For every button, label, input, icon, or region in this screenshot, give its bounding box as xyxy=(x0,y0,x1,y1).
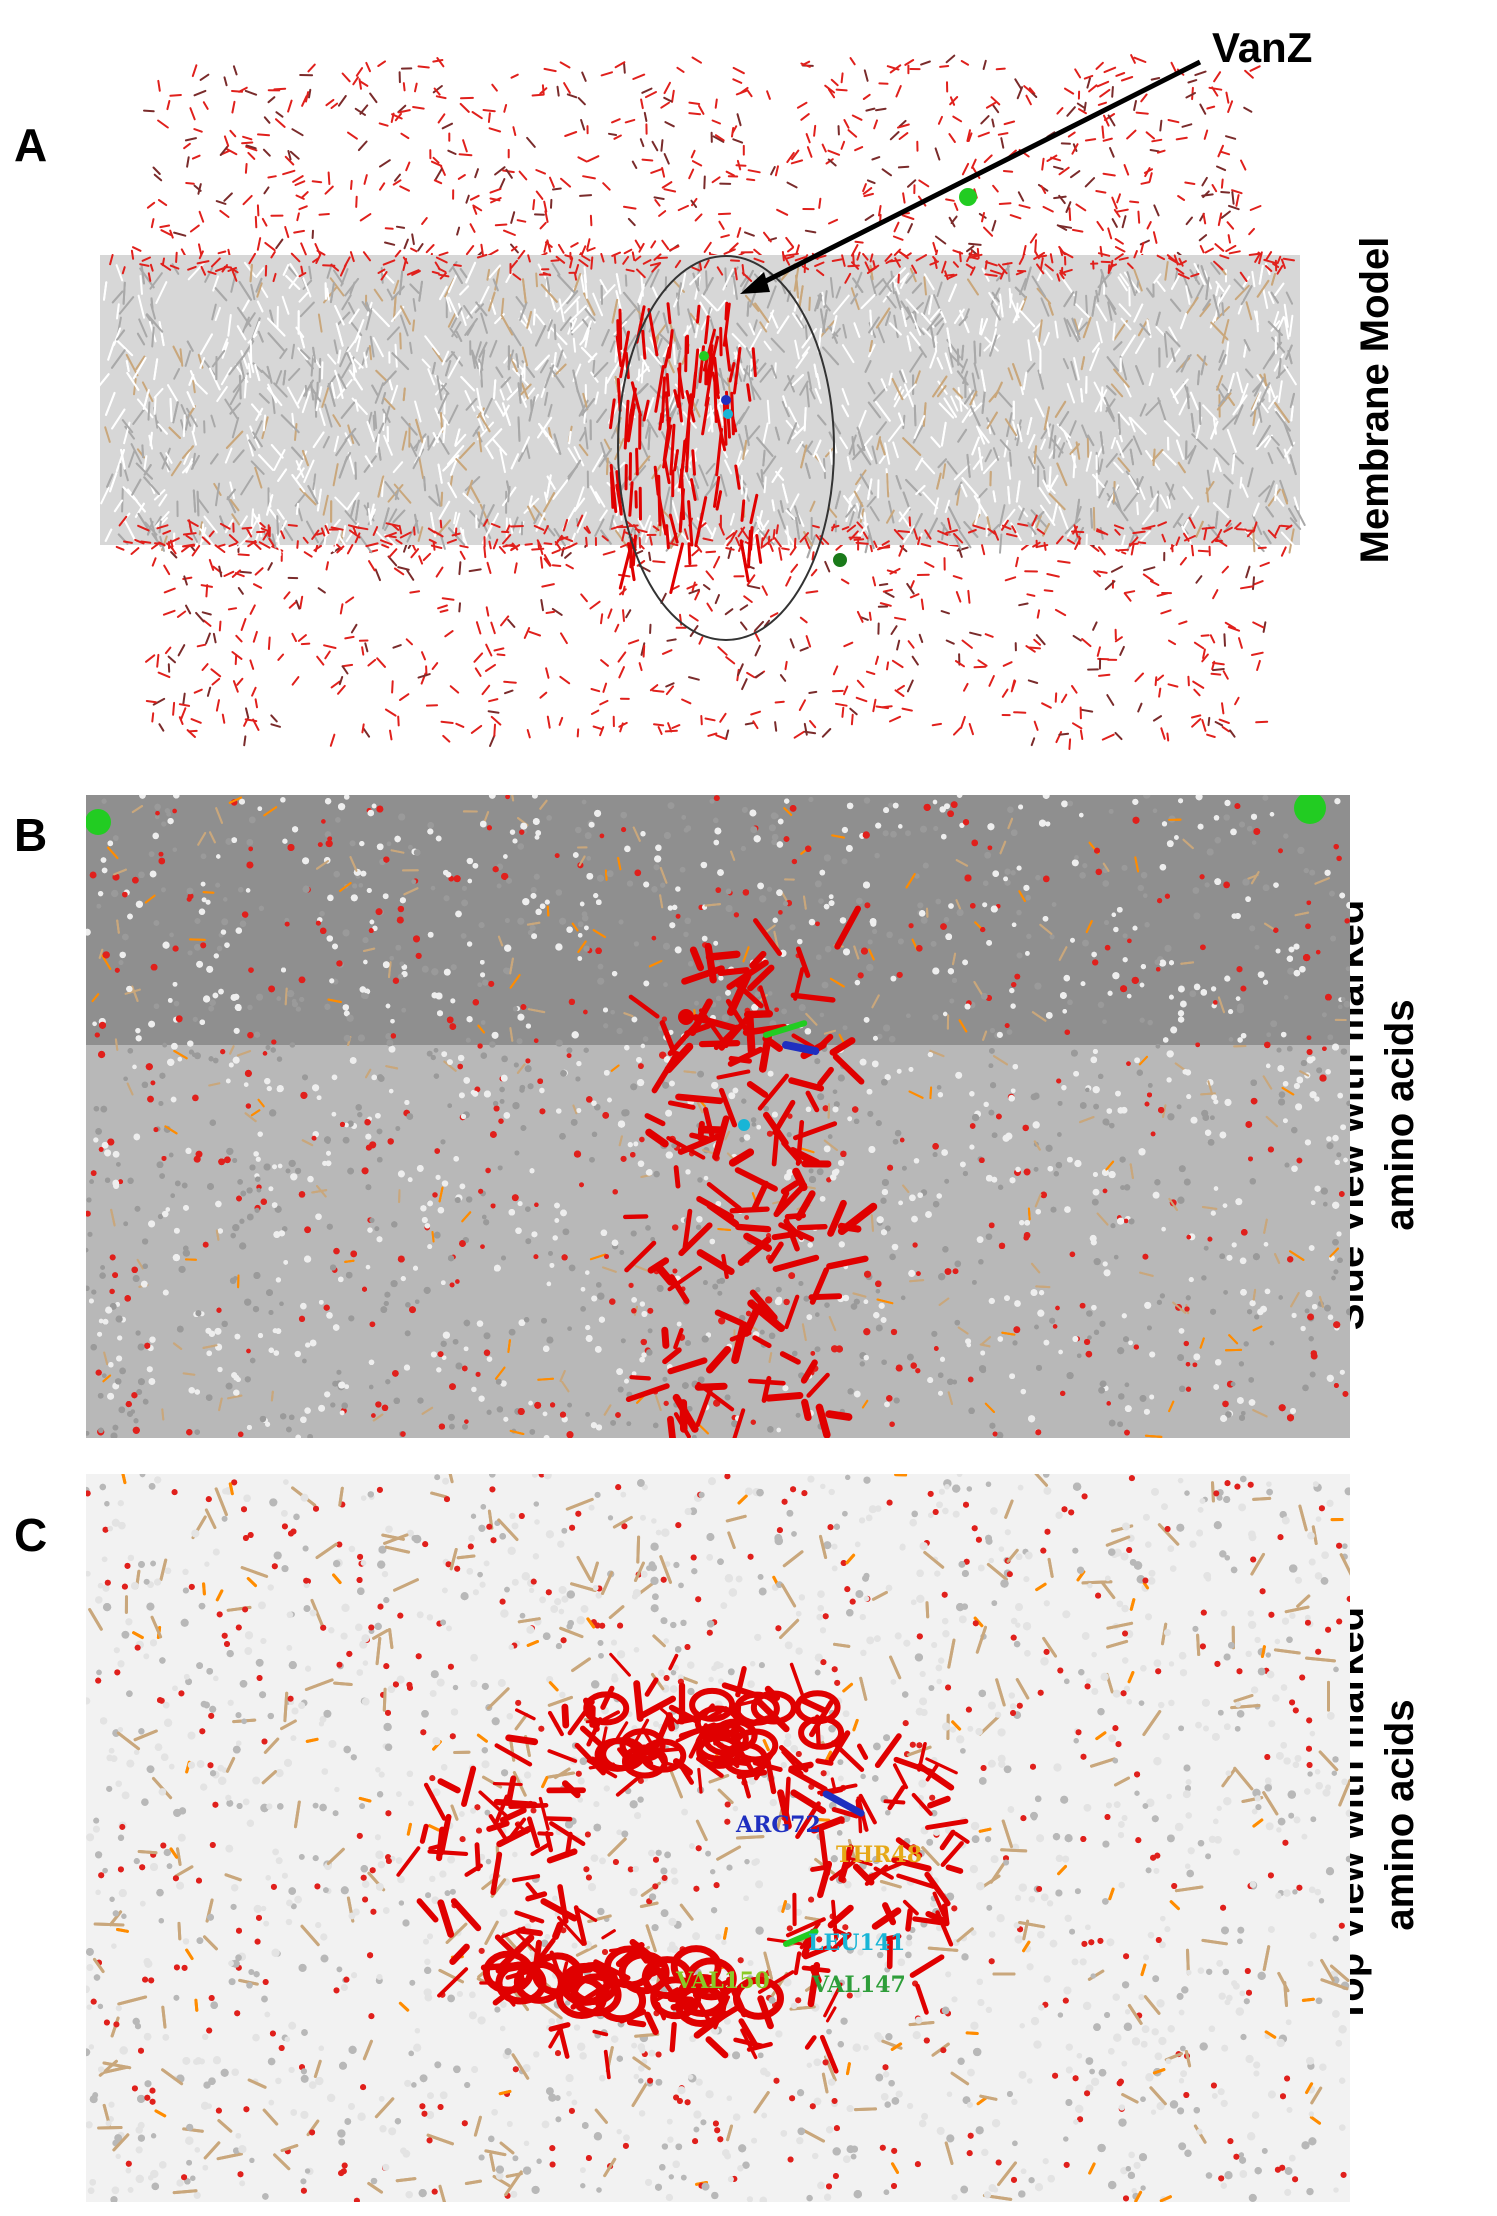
vanz-arrow-head xyxy=(740,272,770,294)
residue-label-val147: VAL147 xyxy=(811,1972,906,1998)
vanz-highlight-ellipse xyxy=(617,255,835,641)
side-label-b-line2: amino acids xyxy=(1378,999,1422,1231)
residue-label-thr48: THR48 xyxy=(836,1842,922,1868)
top-view-render: ARG72 THR48 LEU141 VAL150 VAL147 xyxy=(86,1474,1350,2202)
ion-sphere xyxy=(1294,795,1326,824)
vanz-arrow-line xyxy=(746,59,1202,293)
side-label-a-line1: Membrane Model xyxy=(1353,236,1397,564)
lipid-bilayer xyxy=(100,255,1300,545)
residue-label-arg72: ARG72 xyxy=(735,1812,821,1838)
residue-label-val150: VAL150 xyxy=(675,1968,770,1994)
vanz-label: VanZ xyxy=(1212,24,1313,71)
panel-letter-b: B xyxy=(14,809,48,861)
side-label-a: Membrane Model xyxy=(1350,200,1410,600)
panel-a-membrane-image xyxy=(0,0,1340,760)
panel-b-side-view-image xyxy=(86,795,1350,1438)
panel-letter-c: C xyxy=(14,1509,48,1561)
membrane-model-render xyxy=(98,54,1306,750)
panel-c-top-view-image: ARG72 THR48 LEU141 VAL150 VAL147 xyxy=(86,1474,1350,2202)
panel-letter-a: A xyxy=(14,119,48,171)
ion-sphere xyxy=(833,553,847,567)
residue-label-leu141: LEU141 xyxy=(808,1930,905,1956)
side-label-c-line2: amino acids xyxy=(1378,1699,1422,1931)
side-view-render xyxy=(86,795,1350,1438)
ion-sphere xyxy=(959,188,977,206)
ion-sphere xyxy=(86,809,111,835)
